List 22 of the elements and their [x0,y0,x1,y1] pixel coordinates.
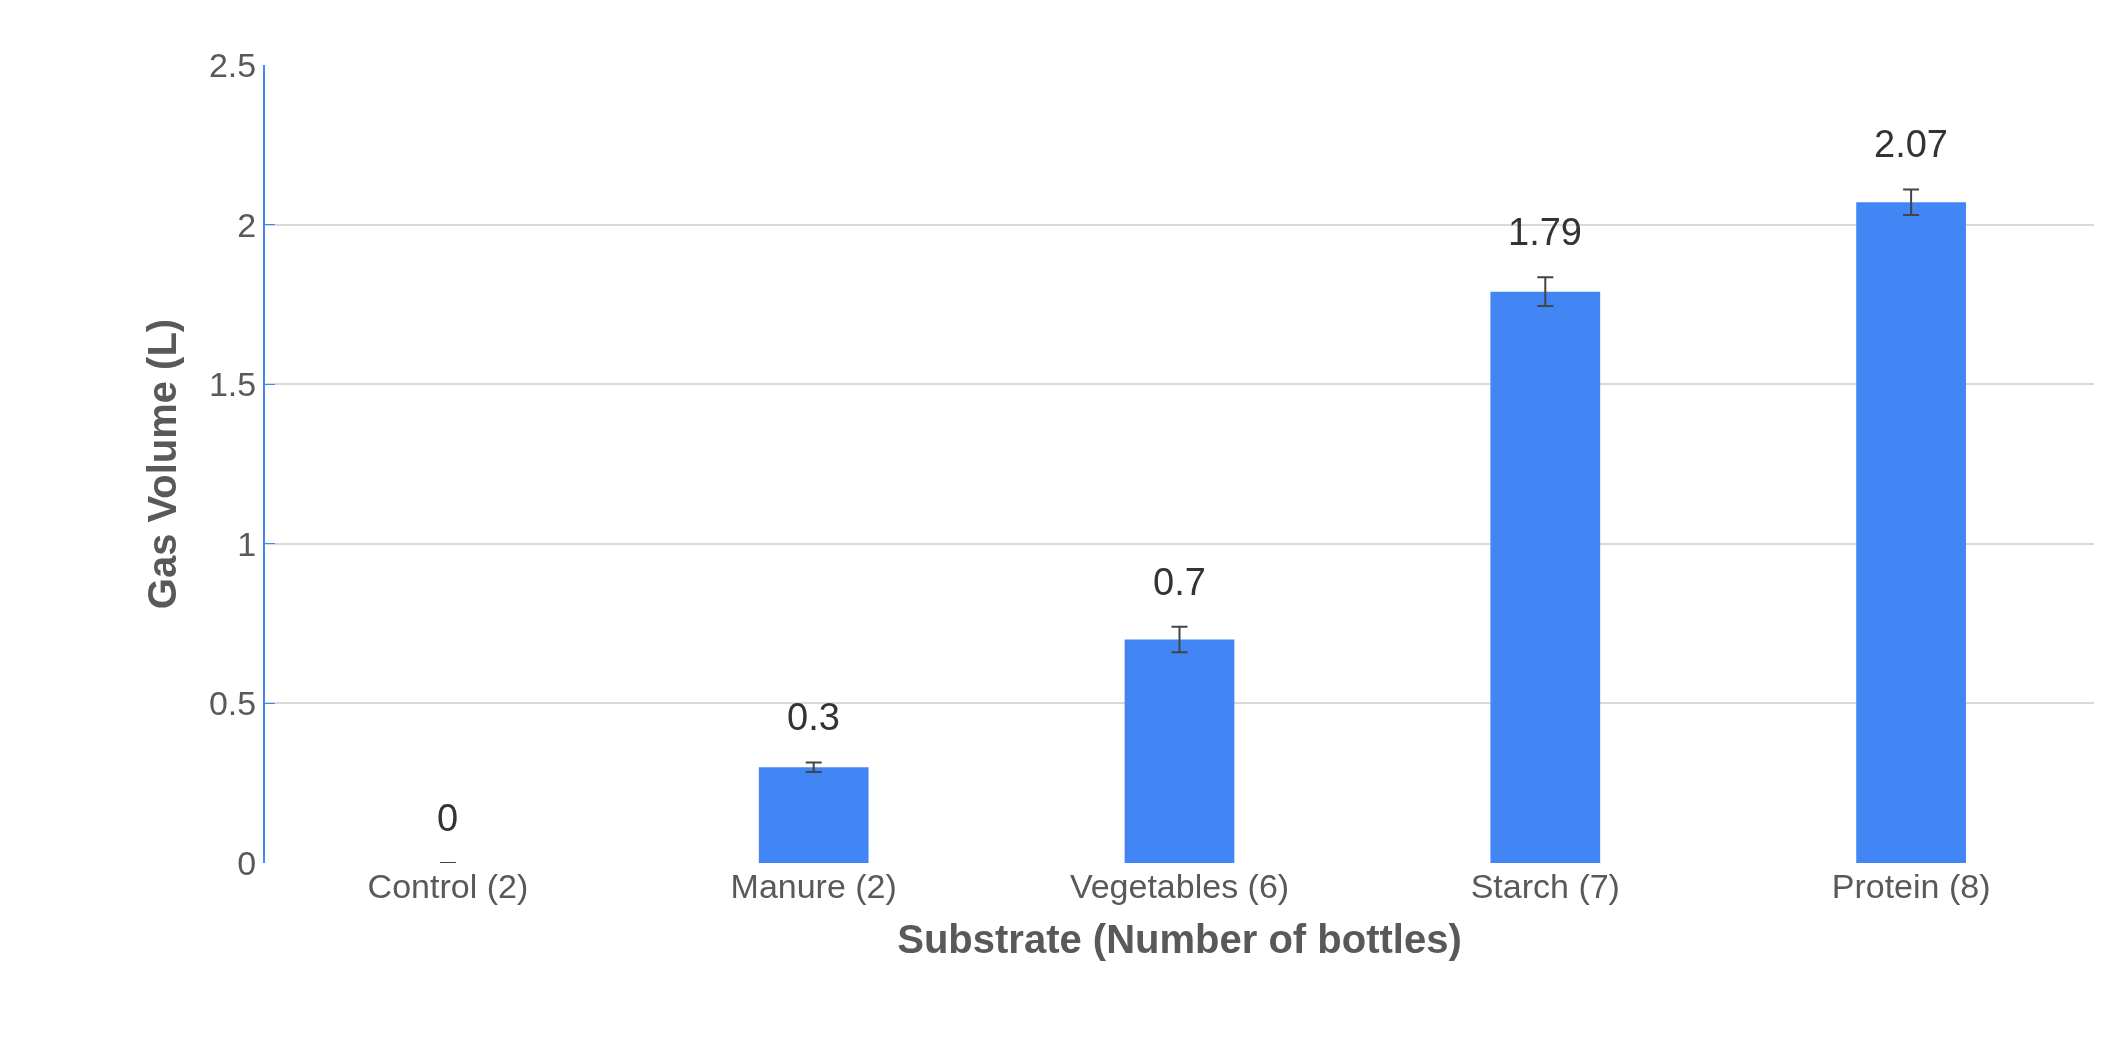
y-tick-label: 0 [237,843,257,882]
x-axis-title: Substrate (Number of bottles) [897,916,1462,961]
x-tick-label: Starch (7) [1470,867,1620,905]
bar [758,767,869,863]
data-label: 1.79 [1508,211,1582,253]
bar [1124,639,1235,863]
y-axis-title: Gas Volume (L) [139,318,184,610]
bar [1856,202,1966,863]
y-tick-label: 1 [237,524,257,563]
x-tick-label: Vegetables (6) [1069,867,1290,905]
x-tick-label: Control (2) [367,867,529,905]
data-label: 0.3 [787,696,840,738]
data-label: 0.7 [1153,561,1206,603]
x-tick-label: Manure (2) [730,867,897,905]
y-tick-label: 0.5 [208,684,257,723]
y-tick-label: 1.5 [208,365,257,404]
bar [1490,291,1601,863]
y-tick-label: 2.5 [208,45,257,84]
data-label: 0 [437,797,459,839]
data-label: 2.07 [1874,123,1948,165]
x-tick-label: Protein (8) [1831,867,1991,905]
y-tick-label: 2 [237,205,257,244]
